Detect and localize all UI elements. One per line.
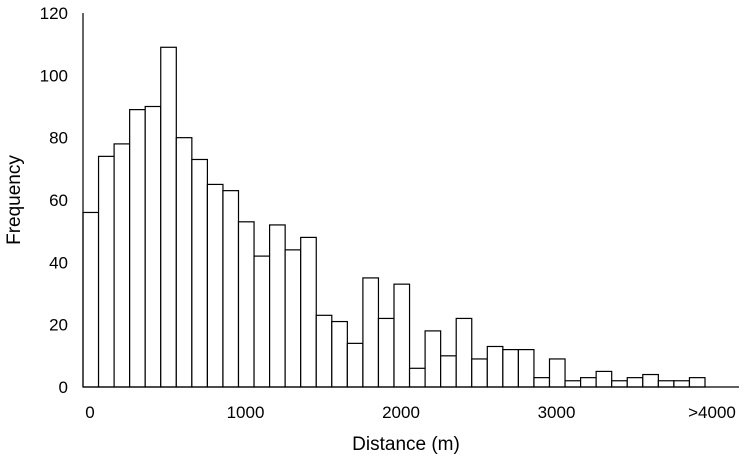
histogram-bar (611, 380, 628, 388)
histogram-bar (300, 236, 317, 388)
histogram-bar (533, 377, 551, 388)
histogram-bar (424, 330, 442, 388)
histogram-bar (455, 317, 473, 388)
histogram-bar (362, 277, 380, 388)
histogram-bar (222, 190, 240, 388)
histogram-bar (688, 377, 706, 388)
histogram-bar (548, 358, 566, 388)
y-tick-label: 80 (49, 129, 68, 148)
bars-group (82, 46, 706, 388)
y-tick-label: 120 (40, 4, 68, 23)
histogram-bar (502, 349, 520, 388)
histogram-bar (346, 342, 364, 388)
histogram-bar (315, 314, 333, 388)
y-axis-title: Frequency (4, 155, 25, 245)
histogram-bar (129, 109, 146, 388)
y-tick-label: 0 (59, 378, 68, 397)
histogram-bar (206, 183, 224, 388)
histogram-bar (595, 370, 613, 388)
histogram-bar (144, 105, 162, 388)
y-tick-label: 60 (49, 191, 68, 210)
histogram-bar (237, 221, 255, 388)
histogram-bar (269, 224, 286, 388)
histogram-bar (253, 255, 271, 388)
y-tick-labels: 0 20 40 60 80 100 120 (40, 4, 68, 397)
x-tick-label: 3000 (538, 403, 576, 422)
histogram-bar (393, 283, 411, 388)
histogram-bar (175, 137, 193, 388)
x-tick-label: 0 (85, 403, 94, 422)
y-tick-label: 20 (49, 316, 68, 335)
histogram-bar (408, 367, 426, 388)
x-tick-label: 2000 (382, 403, 420, 422)
histogram-bar (377, 317, 395, 388)
x-axis-title: Distance (m) (352, 434, 460, 455)
histogram-bar (331, 320, 348, 388)
y-tick-label: 100 (40, 66, 68, 85)
histogram-bar (160, 46, 177, 388)
x-tick-labels: 0 1000 2000 3000 >4000 (85, 403, 736, 422)
histogram-bar (440, 355, 457, 388)
histogram-bar (191, 158, 209, 388)
histogram-bar (564, 380, 582, 388)
histogram-bar (517, 349, 535, 388)
x-tick-label: 1000 (227, 403, 265, 422)
histogram-bar (626, 377, 644, 388)
histogram-bar (657, 380, 675, 388)
x-tick-label: >4000 (688, 403, 736, 422)
y-tick-label: 40 (49, 253, 68, 272)
histogram-bar (579, 377, 597, 388)
histogram-bar (486, 345, 504, 388)
histogram-bar (642, 373, 659, 388)
histogram-bar (284, 249, 302, 388)
histogram-bar (113, 143, 131, 388)
histogram-bar (673, 380, 691, 388)
histogram-bar (97, 155, 115, 388)
histogram-bar (471, 358, 488, 388)
histogram-bar (82, 211, 100, 388)
